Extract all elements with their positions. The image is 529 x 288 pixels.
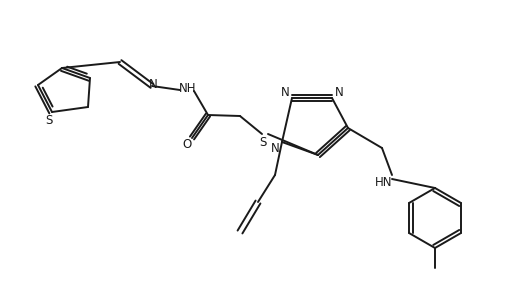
Text: S: S (45, 113, 53, 126)
Text: N: N (271, 141, 279, 154)
Text: NH: NH (179, 82, 197, 96)
Text: O: O (183, 139, 191, 151)
Text: S: S (259, 135, 267, 149)
Text: N: N (149, 79, 157, 92)
Text: HN: HN (375, 177, 393, 190)
Text: N: N (335, 86, 343, 98)
Text: N: N (280, 86, 289, 98)
